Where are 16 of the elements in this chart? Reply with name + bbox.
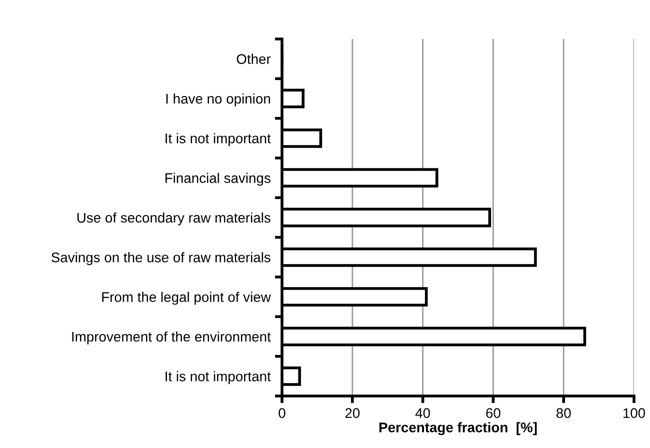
y-tick-label: Financial savings [166, 172, 270, 186]
y-tick-label: I have no opinion [166, 93, 270, 106]
y-tick-label: Improvement of the environment [72, 331, 271, 344]
x-tick-label: 60 [486, 408, 500, 418]
x-tick-label: 100 [623, 408, 646, 418]
x-tick-label: 80 [556, 408, 571, 418]
y-tick-label: Use of secondary raw materials [77, 212, 270, 226]
y-tick-label: Other [236, 54, 271, 64]
x-tick-label: 20 [345, 408, 360, 418]
x-tick-label: 0 [278, 408, 286, 418]
x-tick-label: 40 [415, 408, 430, 418]
y-tick-label: Savings on the use of raw materials [52, 252, 270, 266]
y-tick-label: It is not important [166, 371, 271, 384]
y-tick-label: From the legal point of view [102, 292, 271, 305]
y-tick-label: It is not important [166, 133, 271, 146]
x-axis-title: Percentage fraction [%] [379, 422, 537, 436]
